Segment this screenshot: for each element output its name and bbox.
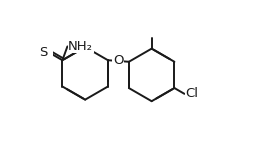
Text: NH₂: NH₂: [68, 40, 93, 53]
Text: Cl: Cl: [185, 87, 198, 100]
Text: S: S: [40, 46, 48, 59]
Text: O: O: [113, 54, 124, 68]
